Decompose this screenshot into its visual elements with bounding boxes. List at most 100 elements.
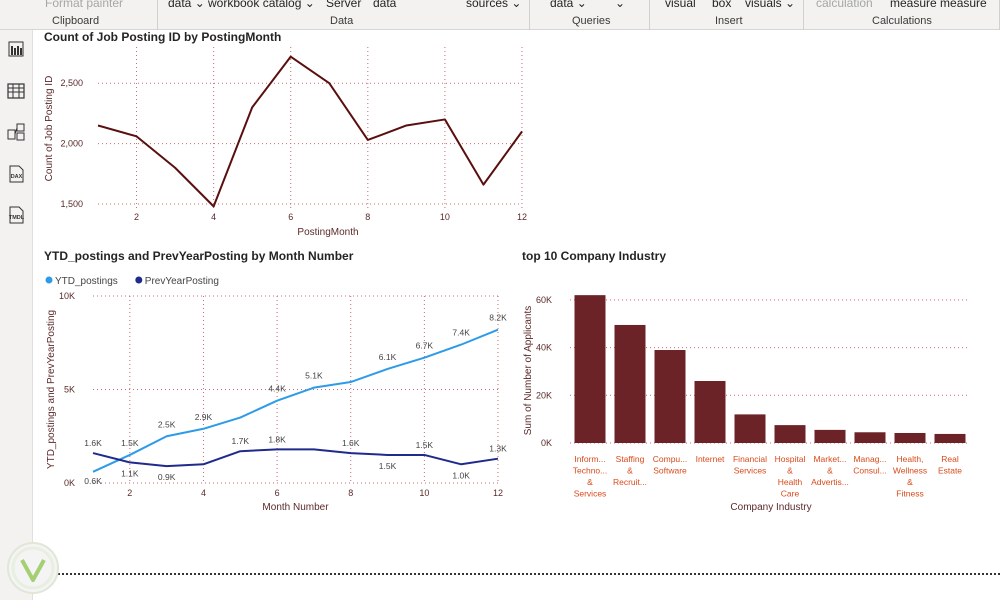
- ribbon-button[interactable]: data ⌄: [550, 0, 587, 10]
- bar[interactable]: [734, 414, 766, 443]
- data-label: 2.5K: [158, 419, 176, 429]
- y-axis-title: YTD_postings and PrevYearPosting: [46, 310, 57, 469]
- x-tick-label: 4: [201, 488, 206, 498]
- data-label: 8.2K: [489, 313, 507, 323]
- ribbon-group-label: Queries: [572, 15, 611, 27]
- ribbon-group-queries: data ⌄ ⌄ Queries: [530, 0, 650, 30]
- data-point: [327, 81, 332, 86]
- data-label: 1.5K: [416, 440, 434, 450]
- dax-query-view-icon-glyph: DAX: [9, 165, 24, 183]
- x-tick-label: 8: [365, 212, 370, 222]
- category-label: Market... & Advertis...: [811, 454, 849, 487]
- ribbon-button[interactable]: measure measure: [890, 0, 987, 10]
- data-label: 1.7K: [232, 436, 250, 446]
- tmdl-view-icon-label: TMDL: [9, 215, 25, 221]
- data-label: 1.5K: [379, 461, 397, 471]
- model-view-icon[interactable]: [3, 119, 29, 145]
- bar[interactable]: [574, 295, 606, 443]
- x-tick-label: 2: [134, 212, 139, 222]
- tmdl-view-icon[interactable]: TMDL: [3, 202, 29, 228]
- x-tick-label: 10: [419, 488, 429, 498]
- series-line-prevyearposting: [92, 448, 499, 468]
- tmdl-view-icon-glyph: TMDL: [9, 206, 25, 224]
- data-label: 1.5K: [121, 438, 139, 448]
- ytd-prev-line-chart[interactable]: YTD_postings PrevYearPosting 2 4 6 8 10 12 0K 5K 1…: [33, 266, 523, 516]
- y-tick-label: 2,000: [60, 139, 83, 149]
- posting-month-line-chart[interactable]: 2 4 6 8 10 12 1,500 2,000 2,500 Count of Job Post…: [33, 44, 533, 244]
- ribbon-group-label: Data: [330, 15, 354, 27]
- x-tick-label: 12: [493, 488, 503, 498]
- category-label: Hospital & Health Care: [775, 454, 806, 499]
- x-axis-title: PostingMonth: [297, 227, 358, 238]
- ribbon-group-label: Calculations: [872, 15, 932, 27]
- model-view-icon-glyph: [7, 123, 25, 141]
- ribbon-group-label: Insert: [715, 15, 743, 27]
- ribbon-button[interactable]: data ⌄: [168, 0, 205, 10]
- y-tick-label: 5K: [64, 385, 75, 395]
- data-label: 5.1K: [305, 371, 323, 381]
- y-tick-label: 40K: [536, 343, 552, 353]
- ribbon-button[interactable]: visual: [665, 0, 696, 10]
- ribbon-button[interactable]: Server: [326, 0, 362, 10]
- x-tick-label: 8: [348, 488, 353, 498]
- report-view-icon-glyph: [8, 41, 24, 57]
- ribbon-button[interactable]: sources ⌄: [466, 0, 522, 10]
- y-tick-label: 0K: [64, 478, 75, 488]
- data-point: [520, 129, 525, 134]
- chart3-title: top 10 Company Industry: [522, 249, 667, 263]
- ribbon-group-label: Clipboard: [52, 15, 100, 27]
- bar[interactable]: [694, 381, 726, 443]
- category-label: Health, Wellness & Fitness: [893, 454, 927, 499]
- ribbon-button: Format painter: [45, 0, 124, 10]
- bar[interactable]: [934, 433, 966, 443]
- bar[interactable]: [814, 429, 846, 443]
- series-line-count: [97, 55, 523, 208]
- data-label: 6.1K: [379, 352, 397, 362]
- ribbon-button: calculation: [816, 0, 873, 10]
- ribbon-button[interactable]: ⌄: [615, 0, 626, 10]
- ribbon-button[interactable]: workbook catalog ⌄: [208, 0, 315, 10]
- y-tick-label: 60K: [536, 295, 552, 305]
- x-tick-label: 6: [288, 212, 293, 222]
- category-label: Internet: [696, 454, 725, 464]
- ribbon-button[interactable]: data: [373, 0, 397, 10]
- data-label: 4.4K: [268, 384, 286, 394]
- ribbon-group-clipboard: Format painter Clipboard: [0, 0, 158, 30]
- x-axis-title: Company Industry: [730, 502, 811, 513]
- category-label: Compu... Software: [653, 454, 688, 476]
- bar[interactable]: [614, 324, 646, 443]
- y-tick-label: 2,500: [60, 78, 83, 88]
- bar[interactable]: [854, 432, 886, 443]
- ribbon-button[interactable]: visuals ⌄: [745, 0, 796, 10]
- bar[interactable]: [654, 350, 686, 443]
- data-point: [96, 123, 101, 128]
- table-view-icon[interactable]: [3, 78, 29, 104]
- y-tick-label: 0K: [541, 438, 552, 448]
- ribbon-group-insert: visual box visuals ⌄ Insert: [650, 0, 804, 30]
- data-label: 1.3K: [489, 444, 507, 454]
- bar[interactable]: [774, 425, 806, 443]
- ribbon-button[interactable]: box: [712, 0, 732, 10]
- y-tick-label: 20K: [536, 390, 552, 400]
- category-label: Inform... Techno... & Services: [573, 454, 608, 499]
- data-label: 0.9K: [158, 472, 176, 482]
- report-view-icon[interactable]: [3, 36, 29, 62]
- ribbon: Format painter Clipboard data ⌄ workbook ca…: [0, 0, 1000, 30]
- data-point: [288, 54, 293, 59]
- category-label: Manag... Consul...: [853, 454, 887, 476]
- ribbon-group-calculations: calculation measure measure Calculations: [804, 0, 1000, 30]
- data-point: [442, 117, 447, 122]
- y-tick-label: 1,500: [60, 199, 83, 209]
- x-tick-label: 12: [517, 212, 527, 222]
- bar[interactable]: [894, 432, 926, 443]
- y-axis-title: Count of Job Posting ID: [44, 76, 55, 182]
- chart2-title: YTD_postings and PrevYearPosting by Mont…: [44, 249, 354, 263]
- data-label: 1.8K: [268, 434, 286, 444]
- left-rail: DAX TMDL: [0, 30, 33, 600]
- data-point: [481, 182, 486, 187]
- category-label: Staffing & Recruit...: [613, 454, 647, 487]
- data-point: [134, 134, 139, 139]
- dax-query-view-icon[interactable]: DAX: [3, 161, 29, 187]
- data-label: 1.6K: [84, 438, 102, 448]
